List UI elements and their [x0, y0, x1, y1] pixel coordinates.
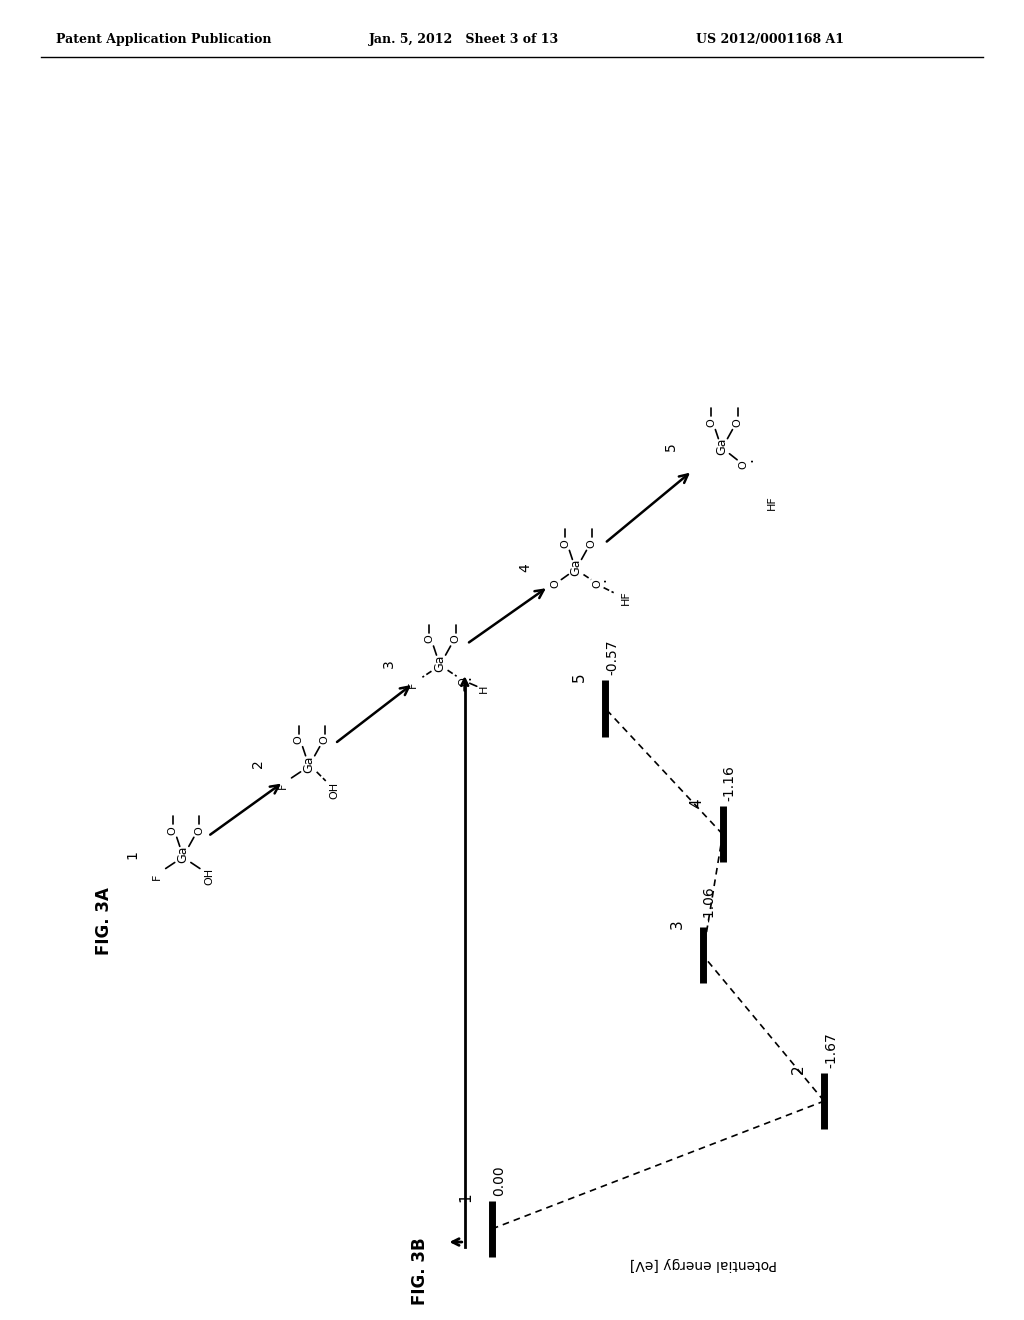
Text: H: H	[479, 685, 488, 693]
Text: 5: 5	[572, 672, 587, 682]
Text: -1.67: -1.67	[824, 1032, 839, 1068]
Text: 4: 4	[689, 799, 705, 808]
Text: O: O	[738, 461, 749, 469]
Text: 1: 1	[126, 850, 139, 859]
Text: O: O	[593, 579, 602, 587]
Text: ·: ·	[463, 675, 478, 680]
Text: O: O	[560, 539, 570, 548]
Text: 2: 2	[791, 1065, 806, 1074]
Text: Ga: Ga	[715, 438, 728, 455]
Text: -1.06: -1.06	[702, 886, 717, 921]
Text: Ga: Ga	[569, 558, 582, 577]
Text: O: O	[451, 635, 461, 643]
Text: Ga: Ga	[302, 755, 315, 772]
Text: ·: ·	[745, 457, 760, 462]
Text: 3: 3	[382, 659, 396, 668]
Text: -0.57: -0.57	[605, 640, 620, 676]
Text: US 2012/0001168 A1: US 2012/0001168 A1	[696, 33, 845, 46]
Text: HF: HF	[767, 496, 777, 511]
Text: 5: 5	[665, 442, 678, 451]
Text: Jan. 5, 2012   Sheet 3 of 13: Jan. 5, 2012 Sheet 3 of 13	[369, 33, 559, 46]
Text: O: O	[550, 579, 560, 587]
Text: O: O	[732, 418, 742, 426]
Text: F: F	[152, 874, 162, 879]
Text: OH: OH	[330, 781, 340, 799]
Text: O: O	[587, 539, 597, 548]
Text: O: O	[459, 677, 469, 685]
Text: Patent Application Publication: Patent Application Publication	[56, 33, 271, 46]
Text: O: O	[319, 735, 330, 744]
Text: 3: 3	[670, 919, 685, 928]
Text: 2: 2	[251, 759, 265, 768]
Text: F: F	[409, 682, 419, 689]
Text: Ga: Ga	[176, 846, 189, 863]
Text: -1.16: -1.16	[723, 766, 736, 801]
Text: FIG. 3A: FIG. 3A	[95, 887, 114, 956]
Text: F: F	[278, 783, 288, 789]
Text: O: O	[194, 826, 204, 834]
Text: 0.00: 0.00	[492, 1166, 506, 1196]
Text: O: O	[424, 635, 434, 643]
Text: FIG. 3B: FIG. 3B	[412, 1237, 429, 1304]
Text: 1: 1	[459, 1193, 474, 1203]
Text: OH: OH	[204, 869, 214, 886]
Text: HF: HF	[621, 590, 631, 605]
Text: O: O	[294, 735, 303, 744]
Text: Ga: Ga	[433, 655, 446, 672]
Text: ·: ·	[598, 577, 613, 582]
Text: O: O	[707, 418, 717, 426]
Text: Potential energy [eV]: Potential energy [eV]	[630, 1257, 777, 1271]
Text: O: O	[168, 826, 178, 834]
Text: 4: 4	[518, 564, 532, 572]
